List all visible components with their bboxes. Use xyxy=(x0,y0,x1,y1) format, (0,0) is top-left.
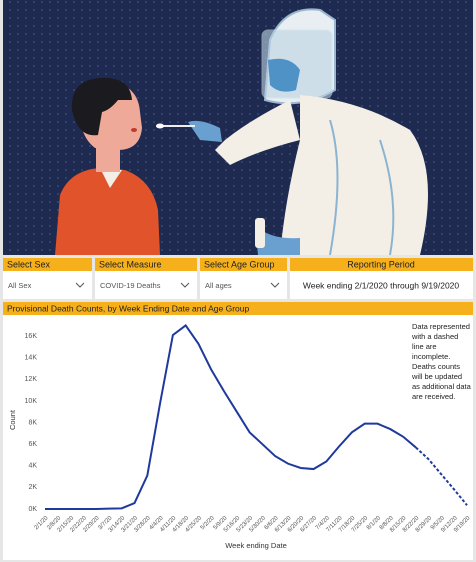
chart-title: Provisional Death Counts, by Week Ending… xyxy=(7,303,250,313)
dropdown-value: All Sex xyxy=(8,281,32,290)
dashboard: Select Sex All Sex Select Measure COVID-19 … xyxy=(0,0,476,562)
y-tick-label: 2K xyxy=(28,484,37,491)
illustration xyxy=(3,0,473,255)
y-tick-label: 16K xyxy=(25,333,38,340)
y-tick-label: 4K xyxy=(28,463,37,470)
filter-label: Select Sex xyxy=(7,259,51,269)
period-label: Reporting Period xyxy=(347,259,415,269)
y-axis-title: Count xyxy=(8,409,17,430)
period-value: Week ending 2/1/2020 through 9/19/2020 xyxy=(303,280,460,290)
y-tick-label: 12K xyxy=(25,376,38,383)
y-tick-label: 6K xyxy=(28,441,37,448)
dropdown-value: COVID-19 Deaths xyxy=(100,281,161,290)
dropdown-value: All ages xyxy=(205,281,232,290)
y-tick-label: 10K xyxy=(25,398,38,405)
y-tick-label: 8K xyxy=(28,419,37,426)
filter-label: Select Measure xyxy=(99,259,162,269)
filter-label: Select Age Group xyxy=(204,259,275,269)
chart-annotation: Data represented with a dashed line are … xyxy=(412,322,472,402)
y-tick-label: 14K xyxy=(25,355,38,362)
x-axis-title: Week ending Date xyxy=(225,541,287,550)
dashboard-canvas: Select Sex All Sex Select Measure COVID-19 … xyxy=(0,0,476,562)
y-tick-label: 0K xyxy=(28,506,37,513)
